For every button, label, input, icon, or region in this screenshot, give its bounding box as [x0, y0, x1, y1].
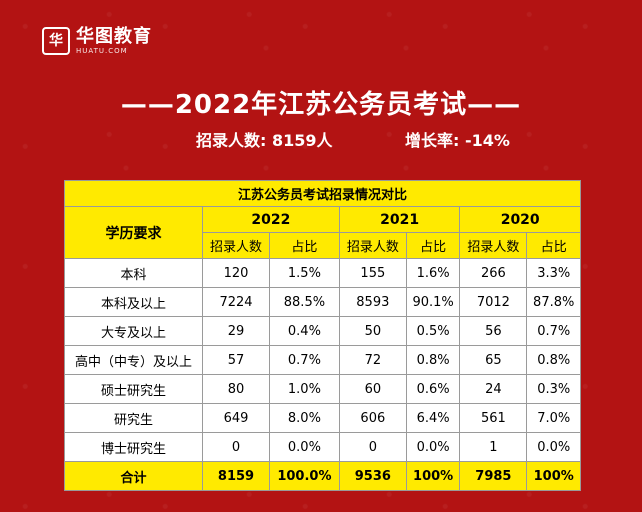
- share-cell: 0.7%: [269, 345, 340, 375]
- share-cell: 1.6%: [405, 258, 461, 288]
- share-cell: 87.8%: [526, 287, 581, 317]
- summary-stats: 招录人数: 8159人 增长率: -14%: [0, 127, 642, 153]
- education-level-cell: 大专及以上: [64, 316, 203, 346]
- share-cell: 8.0%: [269, 403, 340, 433]
- share-cell: 3.3%: [526, 258, 581, 288]
- education-level-cell: 硕士研究生: [64, 374, 203, 404]
- total-cell: 8159: [201, 461, 271, 491]
- year-header-2022: 2022: [202, 206, 340, 233]
- total-cell: 100.0%: [269, 461, 340, 491]
- share-cell: 7.0%: [526, 403, 581, 433]
- share-cell: 0.8%: [405, 345, 461, 375]
- year-header-row: 学历要求 2022 2021 2020: [64, 206, 581, 259]
- count-cell: 24: [459, 374, 528, 404]
- table-row: 研究生 649 8.0% 606 6.4% 561 7.0%: [64, 403, 581, 433]
- logo-text: 华图教育 HUATU.COM: [76, 25, 152, 55]
- total-row: 合计 8159 100.0% 9536 100% 7985 100%: [64, 461, 581, 491]
- share-cell: 0.3%: [526, 374, 581, 404]
- count-cell: 60: [338, 374, 407, 404]
- count-cell: 606: [338, 403, 407, 433]
- count-cell: 8593: [338, 287, 407, 317]
- education-level-cell: 研究生: [64, 403, 203, 433]
- count-cell: 0: [338, 432, 407, 462]
- share-cell: 0.0%: [526, 432, 581, 462]
- share-cell: 0.6%: [405, 374, 461, 404]
- share-cell: 0.0%: [269, 432, 340, 462]
- count-cell: 649: [201, 403, 271, 433]
- count-cell: 80: [201, 374, 271, 404]
- table-row: 本科及以上 7224 88.5% 8593 90.1% 7012 87.8%: [64, 287, 581, 317]
- share-header: 占比: [269, 232, 340, 259]
- education-level-cell: 博士研究生: [64, 432, 203, 462]
- share-cell: 0.5%: [405, 316, 461, 346]
- share-cell: 6.4%: [405, 403, 461, 433]
- share-cell: 1.0%: [269, 374, 340, 404]
- education-level-cell: 本科及以上: [64, 287, 203, 317]
- share-cell: 88.5%: [269, 287, 340, 317]
- count-cell: 7012: [459, 287, 528, 317]
- count-cell: 57: [201, 345, 271, 375]
- education-header: 学历要求: [64, 206, 203, 259]
- page-title: ——2022年江苏公务员考试——: [120, 90, 522, 120]
- recruit-count: 招录人数: 8159人: [196, 131, 333, 150]
- share-cell: 0.7%: [526, 316, 581, 346]
- comparison-table: 江苏公务员考试招录情况对比 学历要求 2022 2021 2020 招录人数 占…: [64, 180, 581, 491]
- count-cell: 155: [338, 258, 407, 288]
- table-row: 本科 120 1.5% 155 1.6% 266 3.3%: [64, 258, 581, 288]
- total-label: 合计: [64, 461, 203, 491]
- count-cell: 266: [459, 258, 528, 288]
- share-cell: 0.0%: [405, 432, 461, 462]
- count-cell: 120: [201, 258, 271, 288]
- huatu-logo: 华 华图教育 HUATU.COM: [42, 27, 152, 55]
- table-row: 大专及以上 29 0.4% 50 0.5% 56 0.7%: [64, 316, 581, 346]
- table-row: 高中（中专）及以上 57 0.7% 72 0.8% 65 0.8%: [64, 345, 581, 375]
- share-cell: 0.8%: [526, 345, 581, 375]
- table-caption: 江苏公务员考试招录情况对比: [64, 180, 581, 207]
- education-level-cell: 高中（中专）及以上: [64, 345, 203, 375]
- count-cell: 0: [201, 432, 271, 462]
- count-cell: 1: [459, 432, 528, 462]
- total-cell: 7985: [459, 461, 528, 491]
- share-header: 占比: [405, 232, 461, 259]
- year-header-2021: 2021: [338, 206, 461, 233]
- count-header: 招录人数: [338, 232, 407, 259]
- table-body: 本科 120 1.5% 155 1.6% 266 3.3% 本科及以上 7224 88.5% 859…: [64, 258, 581, 462]
- education-level-cell: 本科: [64, 258, 203, 288]
- count-header: 招录人数: [459, 232, 528, 259]
- logo-name-en: HUATU.COM: [76, 46, 128, 55]
- table-caption-row: 江苏公务员考试招录情况对比: [64, 180, 581, 207]
- count-cell: 7224: [201, 287, 271, 317]
- share-cell: 90.1%: [405, 287, 461, 317]
- sub-header-row: 招录人数 占比 招录人数 占比 招录人数 占比: [65, 232, 581, 259]
- count-header: 招录人数: [201, 232, 271, 259]
- logo-mark-icon: 华: [42, 27, 70, 55]
- table-row: 硕士研究生 80 1.0% 60 0.6% 24 0.3%: [64, 374, 581, 404]
- share-header: 占比: [526, 232, 581, 259]
- comparison-table-container: 江苏公务员考试招录情况对比 学历要求 2022 2021 2020 招录人数 占…: [64, 180, 581, 491]
- share-cell: 0.4%: [269, 316, 340, 346]
- count-cell: 56: [459, 316, 528, 346]
- share-cell: 1.5%: [269, 258, 340, 288]
- total-cell: 100%: [526, 461, 581, 491]
- year-header-2020: 2020: [459, 206, 581, 233]
- count-cell: 72: [338, 345, 407, 375]
- growth-rate: 增长率: -14%: [405, 131, 510, 150]
- count-cell: 65: [459, 345, 528, 375]
- count-cell: 29: [201, 316, 271, 346]
- total-cell: 100%: [405, 461, 461, 491]
- logo-name-cn: 华图教育: [76, 25, 152, 47]
- count-cell: 50: [338, 316, 407, 346]
- count-cell: 561: [459, 403, 528, 433]
- table-row: 博士研究生 0 0.0% 0 0.0% 1 0.0%: [64, 432, 581, 462]
- total-cell: 9536: [338, 461, 407, 491]
